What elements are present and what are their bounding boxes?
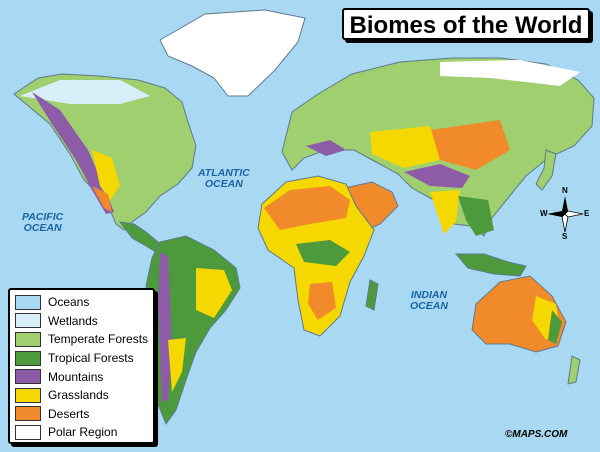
legend-label: Oceans	[48, 295, 90, 310]
compass: N S E W	[540, 186, 590, 244]
central-asia-desert	[430, 120, 510, 170]
map-title: Biomes of the World	[342, 8, 590, 40]
greenland	[159, 9, 306, 97]
kalahari-desert	[308, 282, 336, 320]
atlantic-ocean-label: ATLANTIC OCEAN	[198, 168, 250, 190]
indian-ocean-suffix: OCEAN	[410, 300, 448, 312]
legend-item: Wetlands	[15, 312, 148, 331]
southeast-asia-rainforest	[458, 196, 494, 236]
australia-east-forest	[548, 310, 562, 344]
compass-west-label: W	[540, 209, 548, 218]
himalaya-mountains	[404, 164, 470, 188]
legend-item: Grasslands	[15, 386, 148, 405]
atlantic-ocean-suffix: OCEAN	[204, 178, 243, 190]
legend-label: Polar Region	[48, 425, 118, 440]
maps-com-logo: ©MAPS.COM	[505, 429, 568, 440]
sahara-desert	[264, 186, 350, 230]
pacific-ocean-label: PACIFIC OCEAN	[22, 212, 63, 234]
legend-label: Wetlands	[48, 313, 98, 328]
indonesia	[454, 253, 527, 277]
legend-swatch	[15, 313, 41, 329]
legend-item: Deserts	[15, 405, 148, 424]
compass-icon	[547, 196, 584, 233]
legend-item: Temperate Forests	[15, 330, 148, 349]
legend-label: Mountains	[48, 369, 104, 384]
legend-swatch	[15, 387, 41, 403]
congo-rainforest	[296, 240, 350, 266]
north-america-tundra	[20, 80, 150, 104]
amazon-grassland	[196, 268, 232, 318]
legend-item: Tropical Forests	[15, 349, 148, 368]
legend-label: Deserts	[48, 406, 90, 421]
compass-south-label: S	[562, 232, 568, 241]
andes-mountains	[158, 252, 172, 402]
atlantic-ocean-name: ATLANTIC	[198, 167, 250, 179]
north-america-desert	[92, 186, 112, 212]
japan	[535, 149, 557, 191]
steppe-grassland	[370, 126, 440, 168]
legend-swatch	[15, 331, 41, 347]
rockies-mountains	[32, 92, 114, 214]
legend-label: Grasslands	[48, 388, 109, 403]
legend-label: Temperate Forests	[48, 332, 149, 347]
legend-swatch	[15, 424, 41, 440]
indian-ocean-label: INDIAN OCEAN	[410, 290, 448, 312]
indian-ocean-name: INDIAN	[410, 289, 448, 301]
alps-mountains	[306, 140, 346, 156]
legend-swatch	[15, 369, 41, 385]
new-zealand	[567, 355, 581, 385]
madagascar	[365, 279, 379, 311]
legend: Oceans Wetlands Temperate Forests Tropic…	[8, 288, 155, 444]
legend-swatch	[15, 350, 41, 366]
legend-item: Oceans	[15, 293, 148, 312]
legend-swatch	[15, 406, 41, 422]
patagonia-grassland	[168, 338, 186, 392]
compass-north-label: N	[562, 186, 568, 195]
great-plains-grassland	[92, 150, 120, 200]
legend-item: Polar Region	[15, 423, 148, 442]
siberia-polar	[440, 60, 580, 86]
pacific-ocean-name: PACIFIC	[22, 211, 64, 223]
legend-item: Mountains	[15, 367, 148, 386]
india-grassland	[430, 190, 460, 234]
legend-label: Tropical Forests	[48, 351, 134, 366]
pacific-ocean-suffix: OCEAN	[23, 222, 62, 234]
compass-east-label: E	[584, 209, 590, 218]
legend-swatch	[15, 294, 41, 310]
